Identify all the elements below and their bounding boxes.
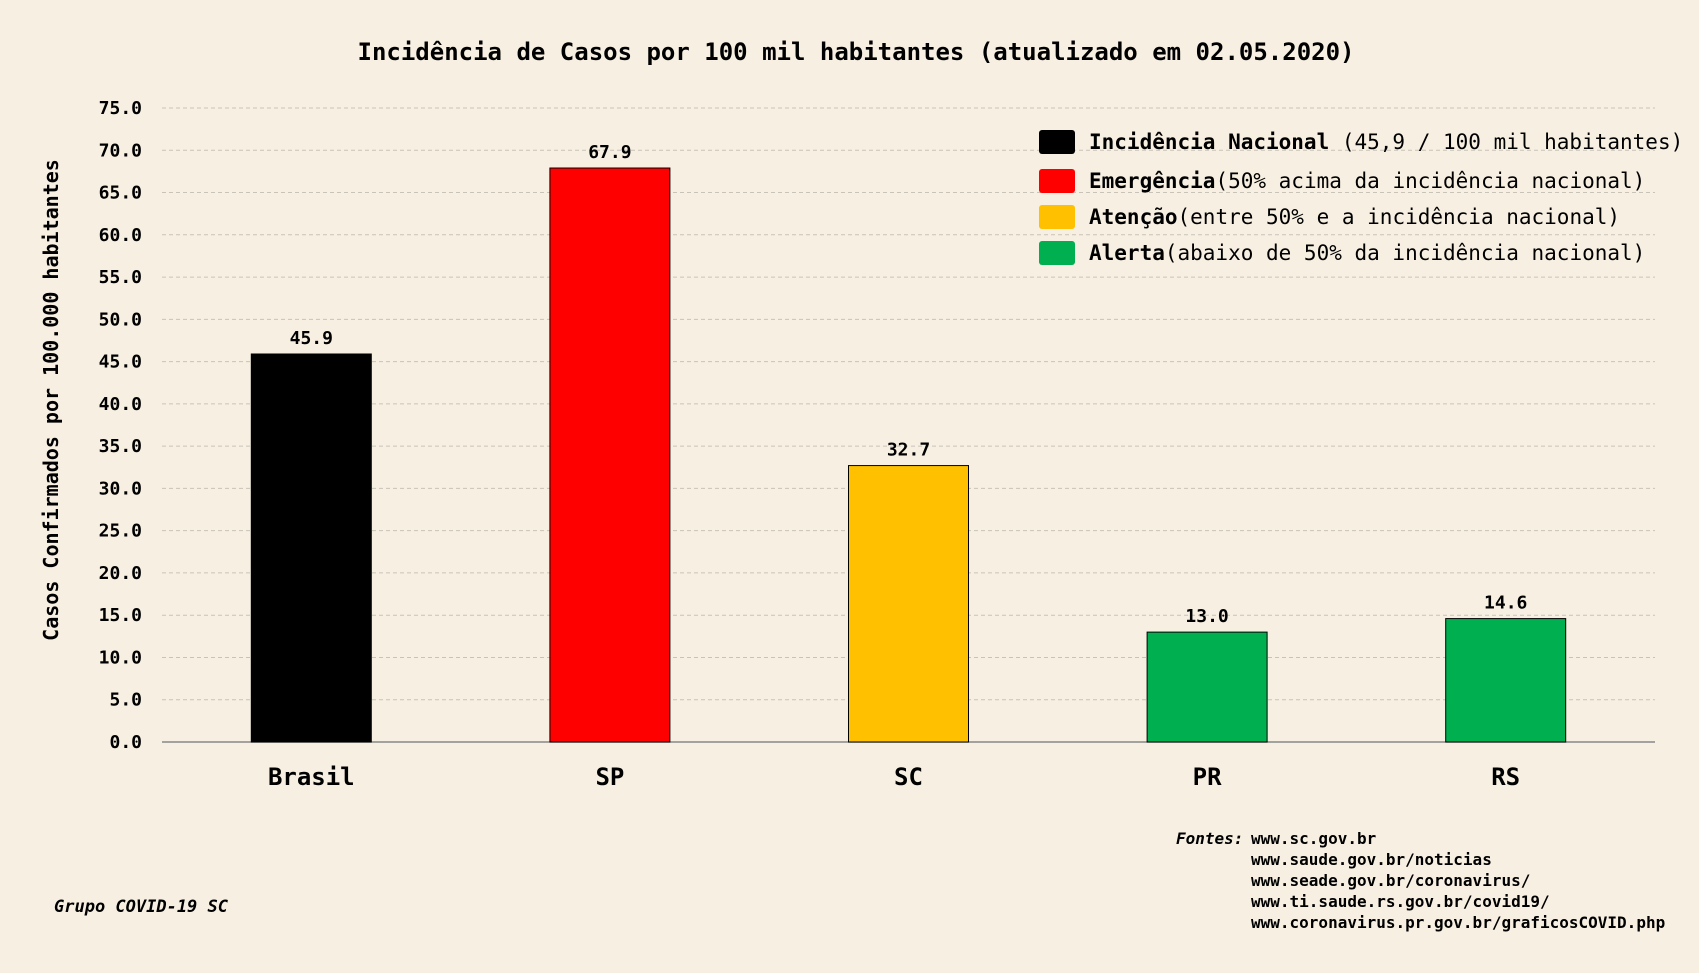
x-tick-label: SC: [894, 763, 923, 791]
source-url: www.seade.gov.br/coronavirus/: [1251, 871, 1530, 890]
bar-pr: [1146, 631, 1268, 743]
bar-value-label: 14.6: [1484, 593, 1527, 614]
legend-entry: Atenção(entre 50% e a incidência naciona…: [1089, 205, 1620, 229]
y-tick-label: 30.0: [99, 478, 142, 499]
x-tick-label: Brasil: [268, 763, 355, 791]
bar-sc: [848, 465, 969, 743]
y-tick-label: 10.0: [99, 647, 142, 668]
legend-swatch: [1039, 169, 1075, 193]
y-tick-label: 5.0: [109, 690, 142, 711]
legend-entry-title: Incidência Nacional: [1089, 130, 1329, 154]
legend-entry-desc: (45,9 / 100 mil habitantes): [1329, 130, 1683, 154]
y-tick-label: 25.0: [99, 521, 142, 542]
legend-entry-title: Alerta: [1089, 241, 1165, 265]
y-tick-label: 60.0: [99, 225, 142, 246]
legend-swatch: [1039, 241, 1075, 265]
x-axis-categories: Brasil SP SC PR RS: [268, 763, 1520, 791]
bars: 45.9 67.9 32.7 13.0 14.6: [250, 142, 1567, 743]
x-tick-label: PR: [1193, 763, 1222, 791]
legend: Incidência Nacional (45,9 / 100 mil habi…: [1039, 130, 1683, 265]
sources-label: Fontes:: [1176, 829, 1243, 848]
y-tick-label: 35.0: [99, 436, 142, 457]
y-axis-ticks: 0.0 5.0 10.0 15.0 20.0 25.0 30.0 35.0 40.0 45.0 50…: [99, 98, 142, 753]
grid-lines: [162, 107, 1655, 701]
legend-swatch: [1039, 205, 1075, 229]
y-tick-label: 70.0: [99, 140, 142, 161]
y-tick-label: 40.0: [99, 394, 142, 415]
source-url: www.ti.saude.rs.gov.br/covid19/: [1251, 892, 1550, 911]
y-tick-label: 65.0: [99, 183, 142, 204]
bar-rs: [1445, 618, 1567, 743]
bar-value-label: 67.9: [588, 142, 631, 163]
y-tick-label: 15.0: [99, 605, 142, 626]
y-axis-label: Casos Confirmados por 100.000 habitantes: [39, 159, 63, 641]
source-url: www.coronavirus.pr.gov.br/graficosCOVID.…: [1251, 913, 1665, 932]
bar-value-label: 45.9: [290, 328, 333, 349]
legend-entry-desc: (abaixo de 50% da incidência nacional): [1165, 241, 1645, 265]
legend-entry: Incidência Nacional (45,9 / 100 mil habi…: [1089, 130, 1683, 154]
x-tick-label: SP: [595, 763, 624, 791]
bar-value-label: 13.0: [1185, 606, 1228, 627]
y-tick-label: 55.0: [99, 267, 142, 288]
legend-swatch: [1039, 130, 1075, 154]
legend-entry-title: Atenção: [1089, 205, 1178, 229]
legend-entry-title: Emergência: [1089, 169, 1215, 193]
sources-list: www.sc.gov.br www.saude.gov.br/noticias ww…: [1251, 829, 1665, 932]
bar-brasil: [250, 353, 372, 743]
source-url: www.saude.gov.br/noticias: [1251, 850, 1492, 869]
legend-entry-desc: (50% acima da incidência nacional): [1215, 169, 1645, 193]
x-tick-label: RS: [1491, 763, 1520, 791]
legend-entry-desc: (entre 50% e a incidência nacional): [1178, 205, 1621, 229]
source-url: www.sc.gov.br: [1251, 829, 1376, 848]
legend-entry: Emergência(50% acima da incidência nacio…: [1089, 169, 1645, 193]
y-tick-label: 75.0: [99, 98, 142, 119]
chart-title: Incidência de Casos por 100 mil habitant…: [358, 38, 1355, 66]
y-tick-label: 45.0: [99, 352, 142, 373]
y-tick-label: 50.0: [99, 309, 142, 330]
legend-entry: Alerta(abaixo de 50% da incidência nacio…: [1089, 241, 1645, 265]
y-tick-label: 0.0: [109, 732, 142, 753]
footer-group-label: Grupo COVID-19 SC: [54, 897, 229, 917]
bar-value-label: 32.7: [887, 440, 930, 461]
y-tick-label: 20.0: [99, 563, 142, 584]
bar-sp: [549, 167, 671, 743]
